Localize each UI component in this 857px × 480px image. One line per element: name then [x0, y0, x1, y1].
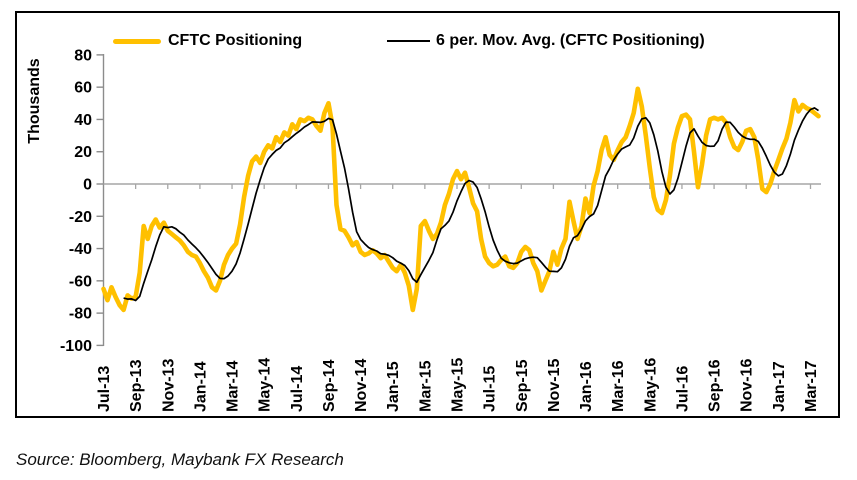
- x-tick-label: Mar-16: [610, 360, 627, 412]
- cftc-positioning-line: [101, 86, 821, 313]
- y-tick-label: 40: [74, 112, 92, 129]
- x-tick-label: May-14: [257, 358, 274, 412]
- y-tick-label: -40: [69, 241, 92, 258]
- legend-item-moving-average: 6 per. Mov. Avg. (CFTC Positioning): [387, 32, 705, 50]
- x-tick-label: May-15: [449, 358, 466, 412]
- legend-swatch-ma-line: [387, 40, 430, 42]
- x-tick-label: Sep-15: [514, 359, 531, 412]
- x-tick-label: Nov-13: [160, 359, 177, 412]
- x-tick-label: May-16: [642, 358, 659, 412]
- x-tick-label: Jan-15: [385, 361, 402, 412]
- x-tick-label: Jul-16: [674, 366, 691, 412]
- x-tick-label: Nov-14: [353, 359, 370, 412]
- y-tick-label: -80: [69, 306, 92, 323]
- x-tick-label: Jul-15: [482, 366, 499, 412]
- y-tick-label: -60: [69, 273, 92, 290]
- y-axis-title: Thousands: [26, 58, 43, 144]
- y-tick-label: 20: [74, 144, 92, 161]
- chart-frame: [15, 11, 840, 418]
- legend-swatch-cftc-line: [113, 38, 161, 44]
- y-tick-label: -100: [60, 338, 92, 355]
- legend-label-moving-average: 6 per. Mov. Avg. (CFTC Positioning): [436, 32, 705, 49]
- x-tick-label: Jan-14: [192, 361, 209, 412]
- x-tick-label: Jul-14: [289, 366, 306, 412]
- x-tick-label: Jan-17: [771, 361, 788, 412]
- legend-label-cftc: CFTC Positioning: [168, 32, 303, 49]
- x-tick-label: Sep-16: [707, 359, 724, 412]
- moving-average-line: [123, 107, 819, 302]
- y-tick-label: -20: [69, 209, 92, 226]
- legend-item-cftc: CFTC Positioning: [113, 32, 302, 50]
- y-tick-label: 60: [74, 80, 92, 97]
- x-tick-label: Jul-13: [96, 366, 113, 412]
- x-tick-label: Jan-16: [578, 361, 595, 412]
- x-tick-label: Nov-15: [546, 359, 563, 412]
- x-tick-label: Mar-15: [417, 360, 434, 412]
- x-tick-label: Mar-14: [225, 360, 242, 412]
- x-tick-label: Nov-16: [739, 359, 756, 412]
- x-tick-label: Sep-14: [321, 359, 338, 412]
- x-tick-label: Sep-13: [128, 359, 145, 412]
- x-tick-label: Mar-17: [803, 360, 820, 412]
- y-tick-label: 0: [83, 177, 92, 194]
- source-note: Source: Bloomberg, Maybank FX Research: [16, 450, 344, 469]
- y-tick-label: 80: [74, 47, 92, 64]
